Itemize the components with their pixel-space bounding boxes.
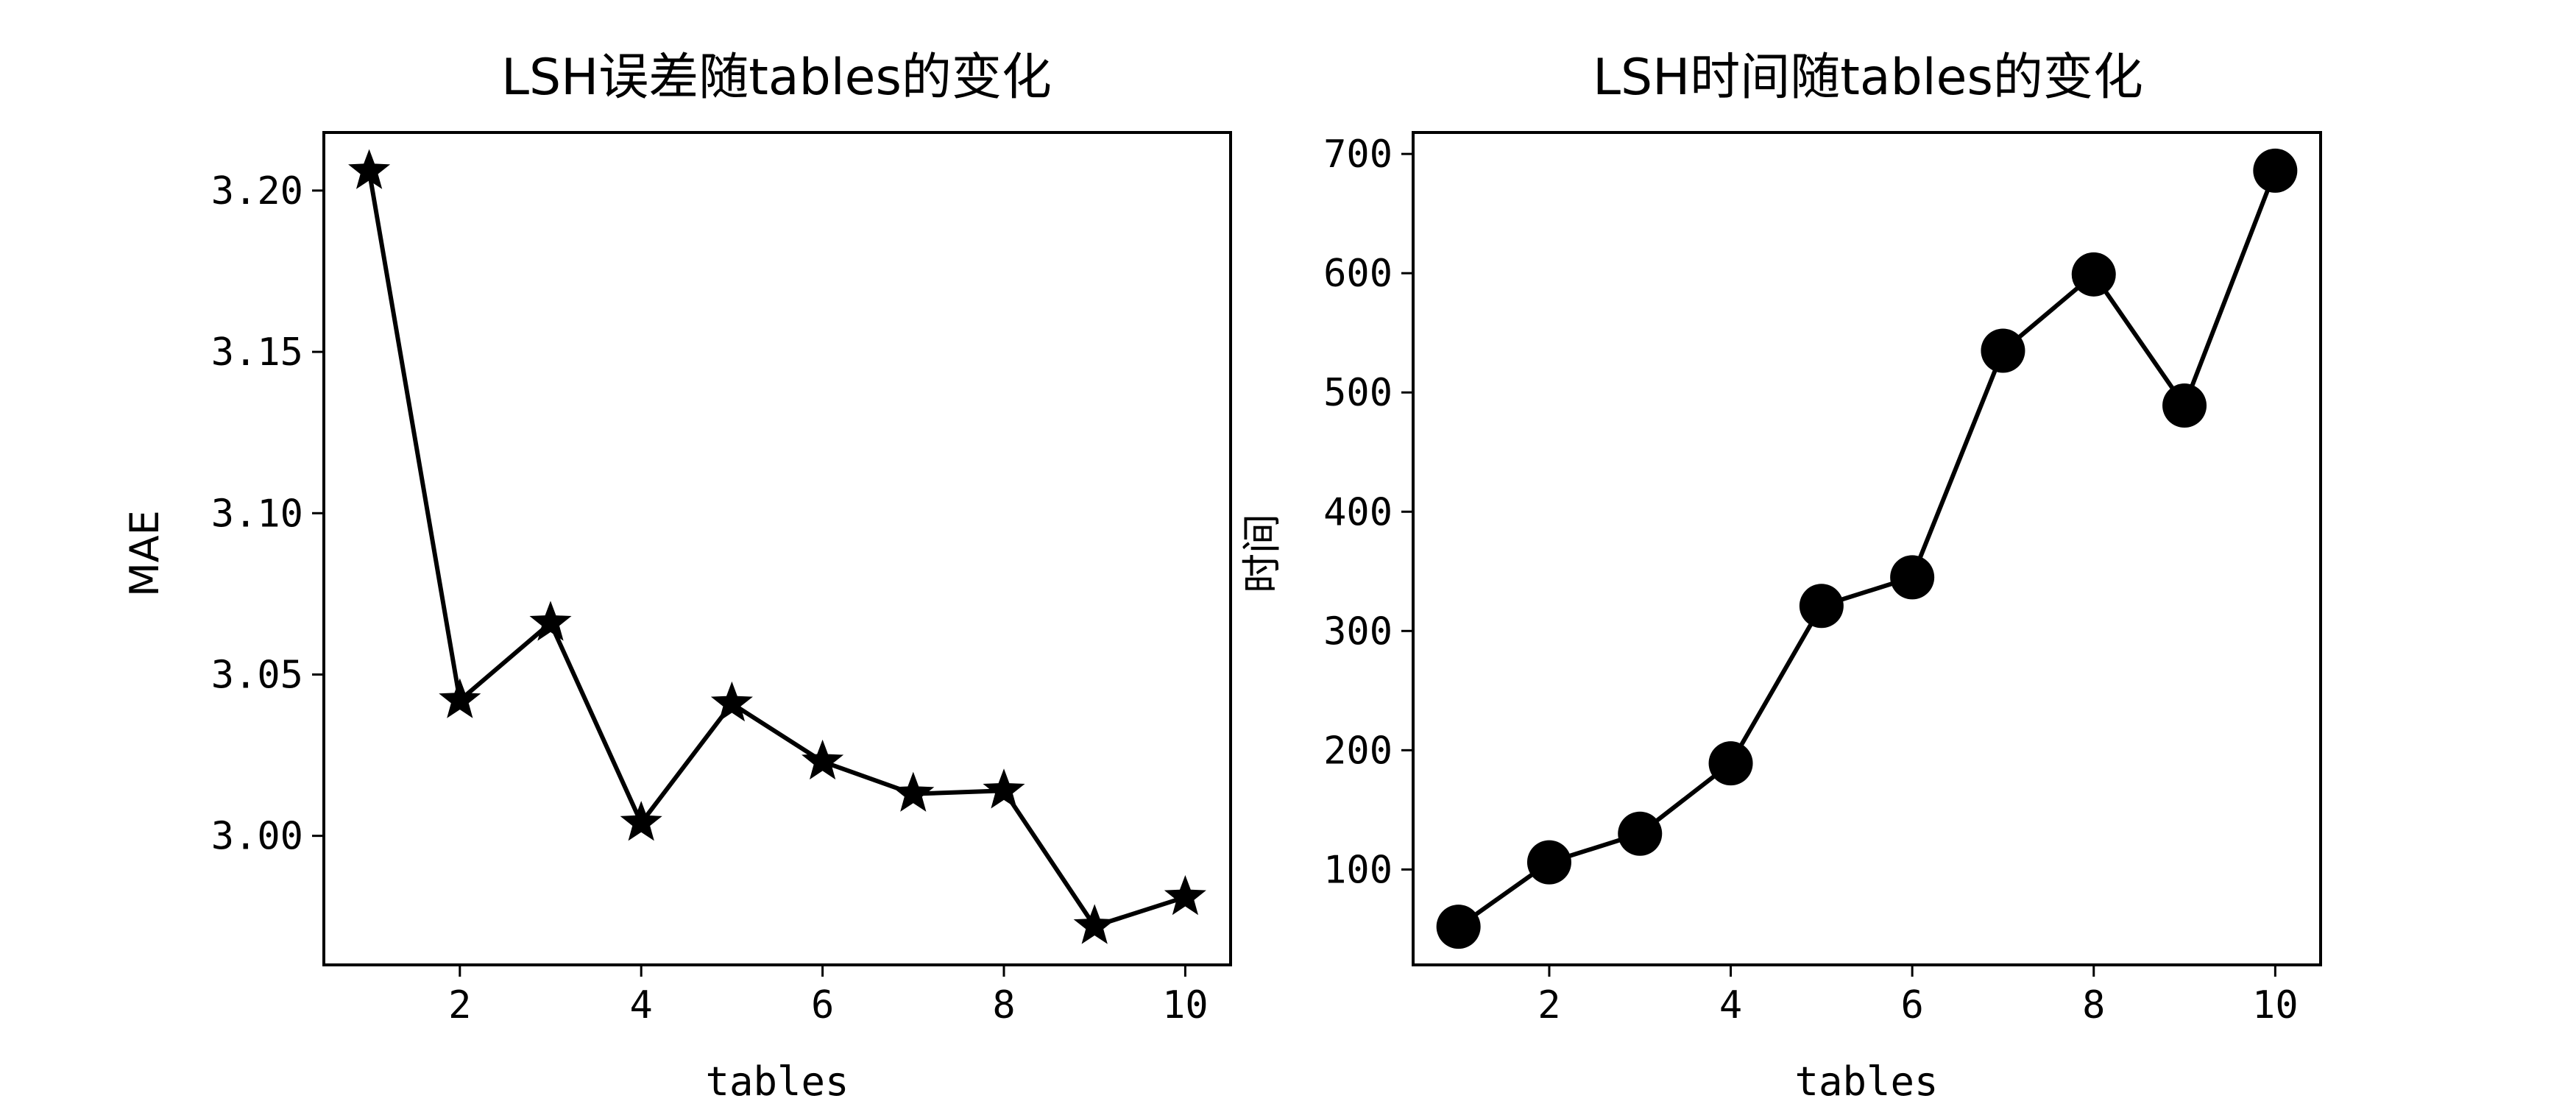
y-tick-label: 3.15 xyxy=(211,330,303,375)
y-tick-label: 3.00 xyxy=(211,815,303,859)
data-point-circle xyxy=(1708,741,1753,786)
data-point-star xyxy=(892,771,935,812)
mae-chart: LSH误差随tables的变化 2 4 6 8 10 3.003.053.103.153… xyxy=(121,49,1232,1104)
y-axis-label: 时间 xyxy=(1239,514,1285,593)
x-tick-label: 2 xyxy=(1538,983,1560,1027)
y-tick-label: 600 xyxy=(1323,252,1393,296)
data-point-star xyxy=(620,801,662,841)
y-tick-label: 3.20 xyxy=(211,169,303,213)
y-tick-label: 700 xyxy=(1323,132,1393,177)
y-ticks: 100 200 300 400 500 600 700 xyxy=(1323,132,1413,892)
data-point-star xyxy=(1073,904,1116,944)
data-point-star xyxy=(439,678,481,718)
data-point-star xyxy=(710,681,753,722)
data-point-circle xyxy=(1526,840,1571,885)
y-tick-label: 3.05 xyxy=(211,653,303,697)
data-point-circle xyxy=(1981,328,2025,373)
y-tick-label: 300 xyxy=(1323,609,1393,654)
y-axis-label: MAE xyxy=(121,510,168,597)
x-axis-label: tables xyxy=(705,1058,849,1104)
data-point-star xyxy=(529,601,572,641)
data-point-circle xyxy=(1799,584,1844,629)
time-chart: LSH时间随tables的变化 2 4 6 8 10 100 200 300 400 500 60… xyxy=(1239,49,2322,1104)
data-point-circle xyxy=(2071,252,2116,297)
data-point-circle xyxy=(2162,383,2207,428)
y-tick-label: 100 xyxy=(1323,848,1393,892)
x-tick-label: 10 xyxy=(2252,983,2299,1027)
data-point-star xyxy=(983,768,1025,809)
data-point-star xyxy=(348,149,391,189)
data-point-circle xyxy=(1618,811,1663,856)
y-tick-label: 200 xyxy=(1323,729,1393,773)
series-line xyxy=(367,171,1186,929)
y-tick-label: 400 xyxy=(1323,490,1393,534)
x-tick-label: 4 xyxy=(1719,983,1742,1027)
plot-frame xyxy=(322,131,1232,966)
series-group xyxy=(348,149,1206,944)
data-point-circle xyxy=(1436,905,1481,949)
x-tick-label: 8 xyxy=(2082,983,2105,1027)
plot-frame xyxy=(1412,131,2322,966)
data-point-star xyxy=(802,739,844,780)
series-group xyxy=(1436,148,2298,949)
x-tick-label: 6 xyxy=(811,983,834,1027)
x-tick-label: 2 xyxy=(448,983,471,1027)
data-point-star xyxy=(1164,874,1206,916)
x-ticks: 2 4 6 8 10 xyxy=(448,965,1209,1027)
x-axis-label: tables xyxy=(1794,1058,1938,1104)
x-ticks: 2 4 6 8 10 xyxy=(1538,965,2299,1027)
x-tick-label: 4 xyxy=(630,983,653,1027)
y-tick-label: 3.10 xyxy=(211,492,303,536)
x-tick-label: 8 xyxy=(992,983,1015,1027)
data-point-circle xyxy=(1890,555,1935,600)
x-tick-label: 10 xyxy=(1162,983,1209,1027)
y-tick-label: 500 xyxy=(1323,371,1393,415)
chart-title: LSH误差随tables的变化 xyxy=(501,49,1052,107)
y-ticks: 3.00 3.05 3.10 3.15 3.20 xyxy=(211,169,324,859)
series-line xyxy=(1457,169,2278,929)
x-tick-label: 6 xyxy=(1900,983,1923,1027)
chart-title: LSH时间随tables的变化 xyxy=(1593,49,2143,107)
data-point-circle xyxy=(2253,148,2298,193)
